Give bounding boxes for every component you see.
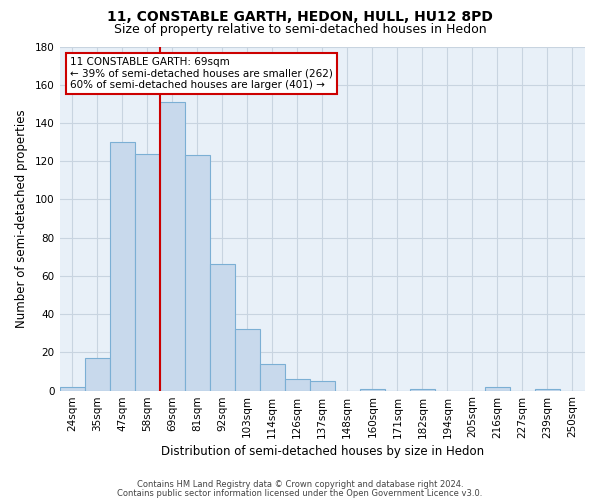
Bar <box>535 388 560 390</box>
Text: 11, CONSTABLE GARTH, HEDON, HULL, HU12 8PD: 11, CONSTABLE GARTH, HEDON, HULL, HU12 8… <box>107 10 493 24</box>
Bar <box>134 154 160 390</box>
Bar <box>185 156 209 390</box>
Bar <box>410 388 435 390</box>
Bar <box>310 381 335 390</box>
Bar <box>59 386 85 390</box>
Bar <box>85 358 110 390</box>
Bar <box>485 386 510 390</box>
Text: 11 CONSTABLE GARTH: 69sqm
← 39% of semi-detached houses are smaller (262)
60% of: 11 CONSTABLE GARTH: 69sqm ← 39% of semi-… <box>70 57 333 90</box>
X-axis label: Distribution of semi-detached houses by size in Hedon: Distribution of semi-detached houses by … <box>161 444 484 458</box>
Bar <box>110 142 134 390</box>
Text: Size of property relative to semi-detached houses in Hedon: Size of property relative to semi-detach… <box>113 22 487 36</box>
Bar <box>235 330 260 390</box>
Bar <box>160 102 185 391</box>
Bar <box>360 388 385 390</box>
Text: Contains HM Land Registry data © Crown copyright and database right 2024.: Contains HM Land Registry data © Crown c… <box>137 480 463 489</box>
Y-axis label: Number of semi-detached properties: Number of semi-detached properties <box>15 109 28 328</box>
Bar <box>209 264 235 390</box>
Bar <box>285 379 310 390</box>
Bar <box>260 364 285 390</box>
Text: Contains public sector information licensed under the Open Government Licence v3: Contains public sector information licen… <box>118 489 482 498</box>
